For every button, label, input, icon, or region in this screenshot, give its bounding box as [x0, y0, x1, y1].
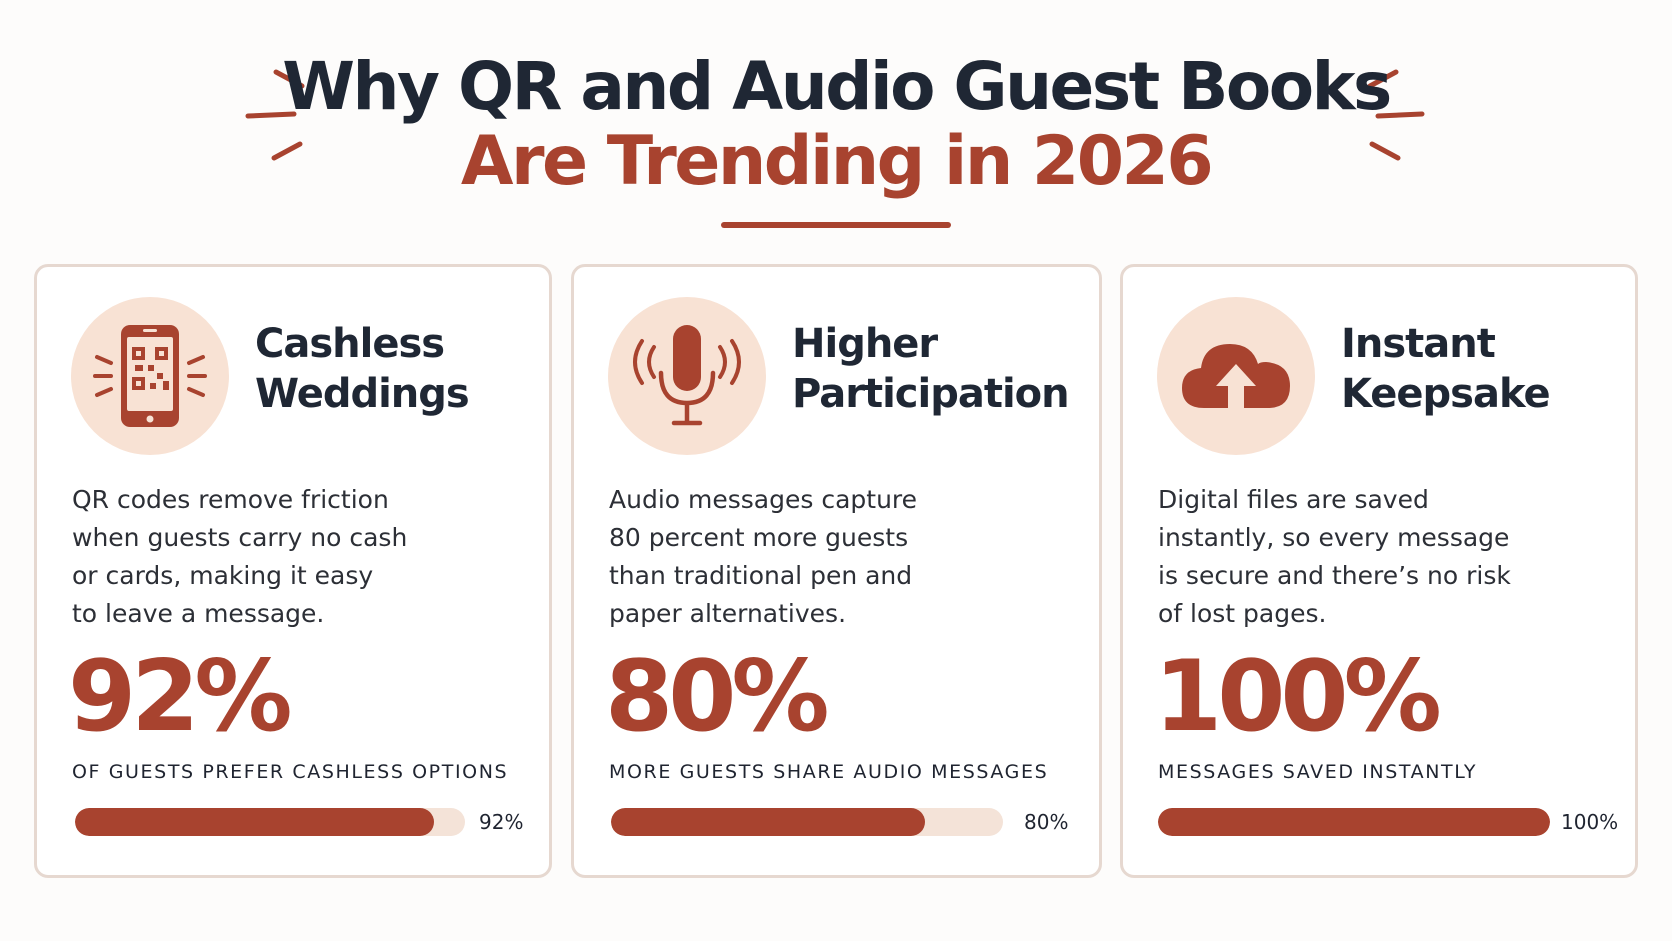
- card-title-line2: Weddings: [255, 371, 470, 417]
- stat-value: 92%: [68, 640, 293, 754]
- progress-bar: [75, 808, 465, 836]
- icon-circle: [608, 297, 766, 455]
- card-description: QR codes remove friction when guests car…: [72, 481, 407, 633]
- right-burst-icon: [1367, 69, 1425, 161]
- icon-circle: [1157, 297, 1315, 455]
- desc-line: 80 percent more guests: [609, 523, 909, 552]
- stat-value: 80%: [605, 640, 830, 754]
- card-title: Cashless Weddings: [255, 319, 470, 419]
- desc-line: Digital files are saved: [1158, 485, 1429, 514]
- stat-label: MORE GUESTS SHARE AUDIO MESSAGES: [609, 761, 1049, 783]
- card-title-line1: Higher: [792, 321, 938, 367]
- card-title-line1: Instant: [1341, 321, 1496, 367]
- stat-value: 100%: [1154, 640, 1442, 754]
- card-description: Audio messages capture 80 percent more g…: [609, 481, 917, 633]
- progress-percent: 80%: [1024, 810, 1069, 834]
- page-subtitle: Are Trending in 2026: [460, 122, 1214, 201]
- icon-circle: [71, 297, 229, 455]
- card-title-line2: Participation: [792, 371, 1070, 417]
- progress-percent: 100%: [1561, 810, 1619, 834]
- left-burst-icon: [245, 69, 305, 161]
- card-title: Higher Participation: [792, 319, 1070, 419]
- progress-fill: [75, 808, 434, 836]
- progress-percent: 92%: [479, 810, 524, 834]
- stat-label: OF GUESTS PREFER CASHLESS OPTIONS: [72, 761, 509, 783]
- page-title: Why QR and Audio Guest Books: [282, 48, 1392, 125]
- cloud-upload-icon: [1182, 344, 1290, 412]
- card-title-line2: Keepsake: [1341, 371, 1551, 417]
- progress-bar: [1158, 808, 1550, 836]
- desc-line: or cards, making it easy: [72, 561, 374, 590]
- stat-label: MESSAGES SAVED INSTANTLY: [1158, 761, 1478, 783]
- card-title: Instant Keepsake: [1341, 319, 1551, 419]
- card-higher-participation: Higher Participation Audio messages capt…: [571, 264, 1102, 878]
- microphone-icon: [633, 325, 741, 426]
- desc-line: of lost pages.: [1158, 599, 1327, 628]
- card-instant-keepsake: Instant Keepsake Digital files are saved…: [1120, 264, 1638, 878]
- title-underline: [721, 222, 951, 228]
- desc-line: is secure and there’s no risk: [1158, 561, 1511, 590]
- desc-line: than traditional pen and: [609, 561, 913, 590]
- progress-fill: [1158, 808, 1550, 836]
- desc-line: Audio messages capture: [609, 485, 918, 514]
- card-title-line1: Cashless: [255, 321, 445, 367]
- card-cashless-weddings: Cashless Weddings QR codes remove fricti…: [34, 264, 552, 878]
- card-description: Digital files are saved instantly, so ev…: [1158, 481, 1511, 633]
- progress-fill: [611, 808, 925, 836]
- desc-line: when guests carry no cash: [72, 523, 408, 552]
- desc-line: paper alternatives.: [609, 599, 847, 628]
- desc-line: to leave a message.: [72, 599, 325, 628]
- progress-bar: [611, 808, 1003, 836]
- desc-line: instantly, so every message: [1158, 523, 1510, 552]
- qr-phone-icon: [93, 325, 207, 427]
- desc-line: QR codes remove friction: [72, 485, 389, 514]
